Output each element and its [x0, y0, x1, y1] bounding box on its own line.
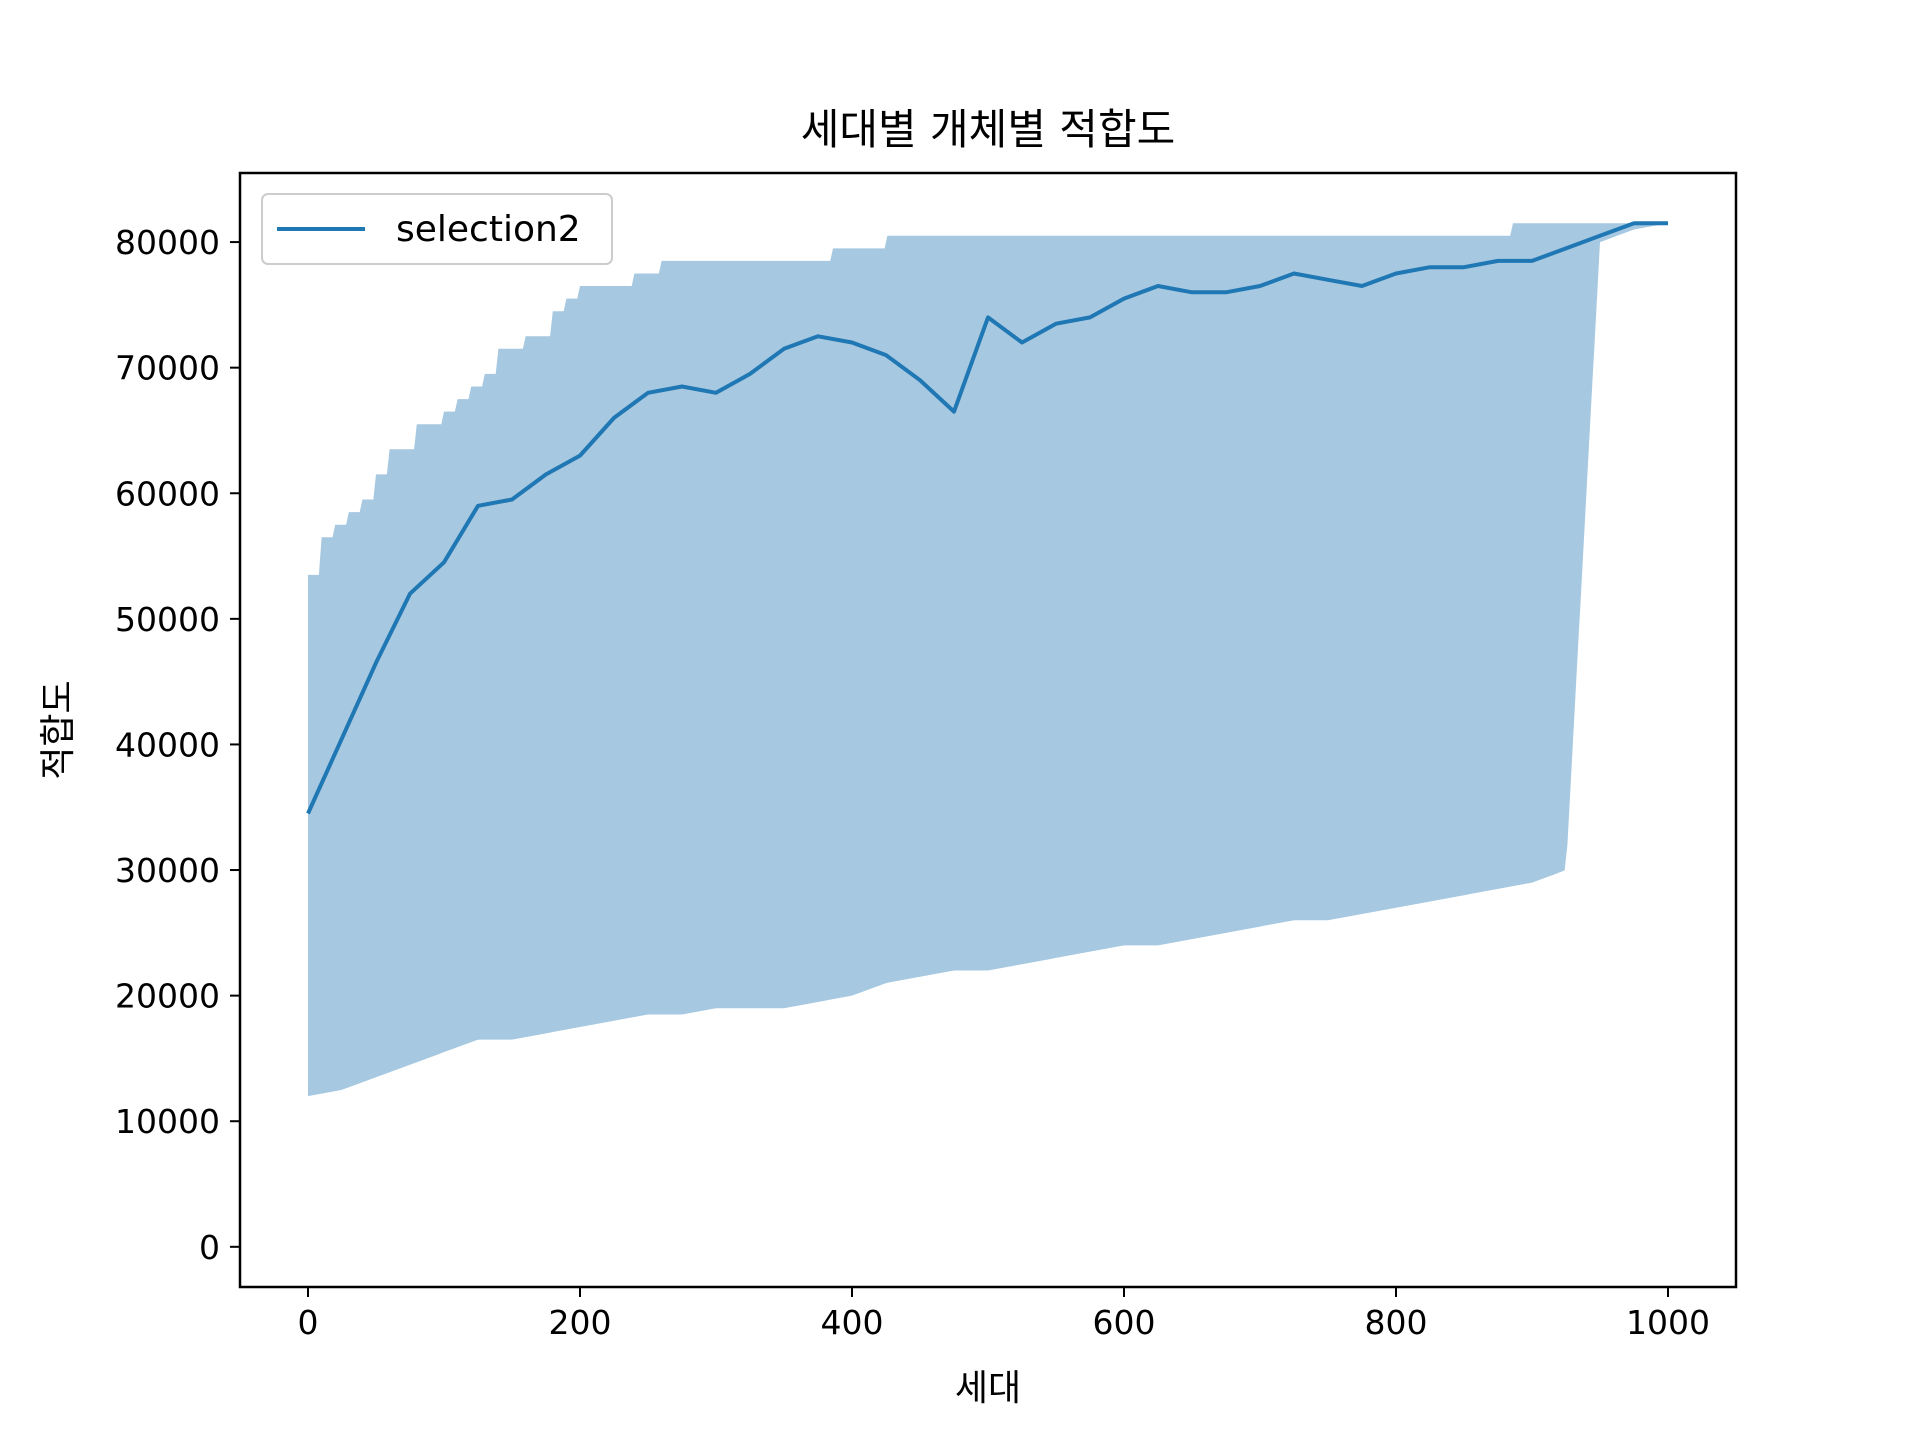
y-tick-label: 30000 [115, 851, 220, 890]
y-tick-label: 60000 [115, 474, 220, 513]
y-axis-ticks: 0 10000 20000 30000 40000 50000 60000 70000 8000… [115, 223, 240, 1267]
x-tick-label: 1000 [1626, 1303, 1710, 1342]
series-line-layer [306, 221, 1669, 815]
y-tick-label: 10000 [115, 1102, 220, 1141]
x-tick-label: 600 [1093, 1303, 1156, 1342]
x-tick-label: 800 [1365, 1303, 1428, 1342]
chart-title: 세대별 개체별 적합도 [801, 105, 1175, 154]
legend: selection2 [261, 193, 613, 265]
fitness-range-band [308, 223, 1668, 1097]
y-tick-label: 80000 [115, 223, 220, 262]
x-axis-label: 세대 [955, 1368, 1021, 1409]
y-axis-label: 적합도 [38, 680, 79, 779]
x-tick-label: 400 [821, 1303, 884, 1342]
y-tick-label: 20000 [115, 977, 220, 1016]
y-tick-label: 50000 [115, 600, 220, 639]
y-tick-label: 40000 [115, 725, 220, 764]
x-axis-ticks: 0 200 400 600 800 1000 [298, 1287, 1710, 1342]
y-tick-label: 70000 [115, 349, 220, 388]
y-tick-label: 0 [199, 1228, 220, 1267]
x-tick-label: 200 [549, 1303, 612, 1342]
x-tick-label: 0 [298, 1303, 319, 1342]
plot-area-frame [238, 171, 1738, 1289]
fitness-range-band-layer [308, 223, 1668, 1097]
legend-entry-selection2: selection2 [396, 209, 581, 250]
legend-box [261, 193, 613, 265]
